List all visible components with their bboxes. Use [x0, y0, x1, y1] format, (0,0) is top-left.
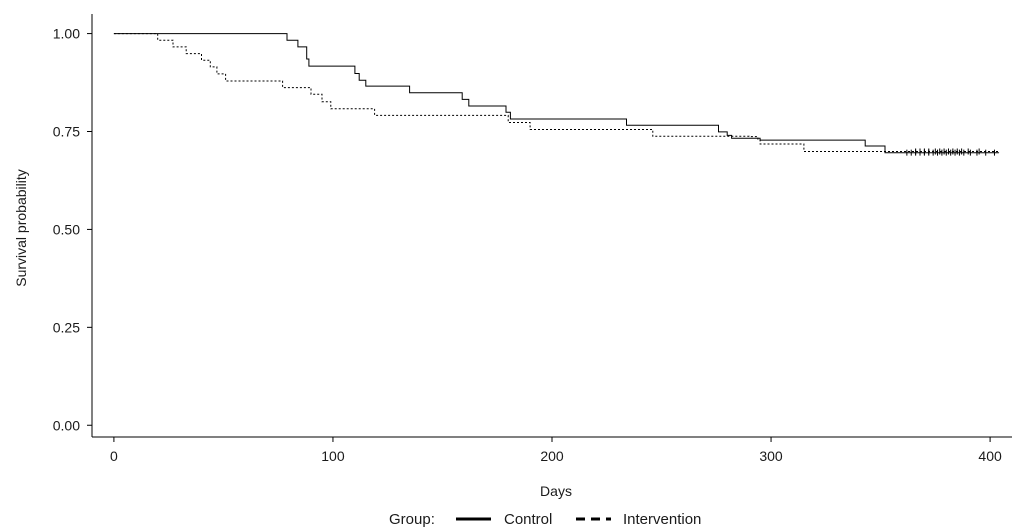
legend-label-intervention: Intervention [623, 511, 701, 528]
x-tick-label: 200 [540, 448, 564, 464]
legend-label-control: Control [504, 511, 552, 528]
y-tick-label: 1.00 [53, 26, 80, 42]
x-tick-label: 100 [321, 448, 345, 464]
y-tick-label: 0.50 [53, 221, 80, 237]
y-tick-label: 0.00 [53, 417, 80, 433]
x-tick-label: 0 [110, 448, 118, 464]
legend: Group: Control Intervention [389, 511, 701, 528]
y-tick-label: 0.75 [53, 124, 80, 140]
legend-title: Group: [389, 511, 435, 528]
series-layer [113, 33, 1000, 156]
series-line-intervention [113, 33, 1000, 153]
y-tick-label: 0.25 [53, 319, 80, 335]
series-line-control [113, 33, 999, 154]
x-tick-label: 400 [978, 448, 1002, 464]
y-axis-label: Survival probability [13, 169, 29, 287]
axes: 0.00 0.25 0.50 0.75 1.00 0 100 200 300 400 [53, 14, 1012, 464]
x-tick-label: 300 [759, 448, 783, 464]
x-axis-label: Days [540, 483, 572, 499]
